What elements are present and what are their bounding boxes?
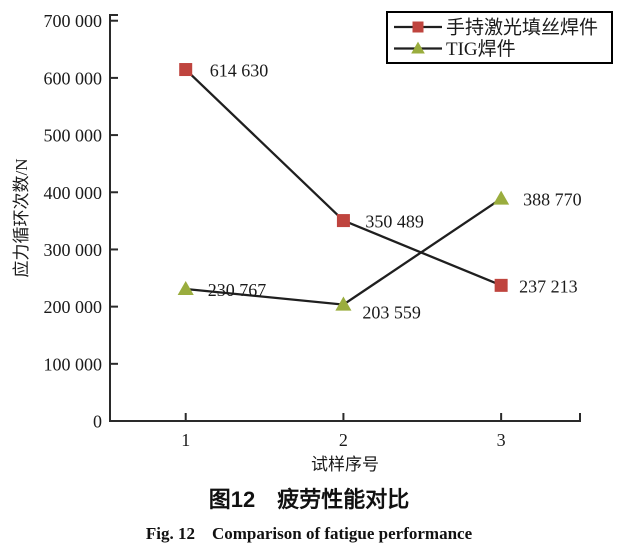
y-tick-label: 400 000	[44, 183, 103, 203]
y-tick-label: 700 000	[44, 11, 103, 31]
y-tick-label: 100 000	[44, 354, 103, 374]
y-tick-label: 200 000	[44, 297, 103, 317]
y-tick-label: 500 000	[44, 126, 103, 146]
triangle-marker-icon	[177, 280, 194, 296]
data-point-label: 388 770	[523, 190, 582, 210]
y-tick-label: 0	[93, 412, 102, 432]
x-tick-label: 1	[181, 430, 190, 450]
data-point-label: 614 630	[210, 61, 269, 81]
fatigue-line-chart: 0 100 000 200 000 300 000 400 000 500 000 600 …	[12, 11, 613, 474]
x-tick-label: 2	[339, 430, 348, 450]
x-axis-label: 试样序号	[311, 455, 379, 474]
square-marker-icon	[179, 63, 193, 77]
data-point-label: 230 767	[208, 280, 267, 300]
series-line-0	[184, 68, 502, 287]
triangle-marker-icon	[493, 190, 510, 205]
axes	[109, 14, 581, 422]
data-point-label: 203 559	[362, 303, 421, 323]
triangle-marker-icon	[335, 296, 352, 311]
y-axis-label: 应力循环次数/N	[12, 159, 31, 278]
legend-marker-icon	[411, 41, 425, 54]
legend-marker-icon	[412, 21, 424, 33]
figure-caption-cn: 图12 疲劳性能对比	[208, 487, 410, 512]
legend-label: TIG焊件	[446, 38, 516, 60]
square-marker-icon	[336, 214, 350, 228]
data-point-label: 237 213	[519, 276, 578, 296]
y-tick-label: 600 000	[44, 68, 103, 88]
y-tick-label: 300 000	[44, 240, 103, 260]
legend-box	[386, 11, 613, 64]
figure-caption-en: Fig. 12 Comparison of fatigue performanc…	[145, 524, 473, 543]
legend-label: 手持激光填丝焊件	[446, 17, 598, 39]
square-marker-icon	[494, 278, 508, 292]
data-point-label: 350 489	[365, 212, 424, 232]
x-tick-label: 3	[497, 430, 506, 450]
